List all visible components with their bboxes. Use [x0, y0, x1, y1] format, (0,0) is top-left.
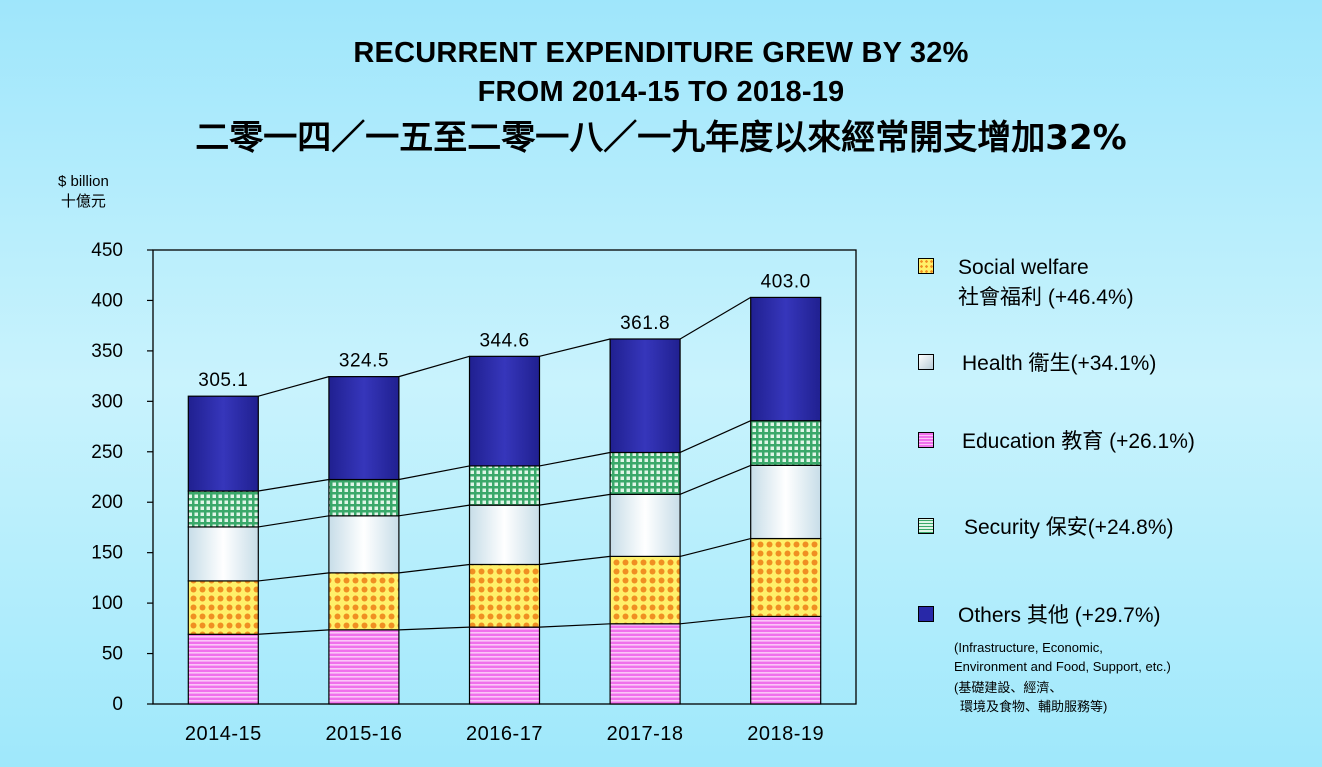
x-tick-label: 2018-19	[747, 723, 824, 745]
bar-segment-social	[750, 537, 822, 618]
series-connector-line	[398, 465, 470, 481]
y-axis-unit: $ billion 十億元	[58, 172, 109, 212]
series-connector-line	[679, 420, 751, 454]
series-connector-line	[258, 515, 329, 528]
legend-label-social-welfare-zh: 社會福利 (+46.4%)	[958, 286, 1134, 309]
series-connector-line	[398, 355, 470, 378]
bar-segment-education	[609, 623, 681, 705]
legend-swatch-others	[918, 606, 934, 622]
legend-swatch-social-welfare	[918, 258, 934, 274]
x-tick-label: 2017-18	[607, 723, 684, 745]
bar-segment-education	[468, 626, 541, 705]
series-connector-line	[398, 626, 470, 631]
bar-segment-social	[187, 580, 259, 635]
chart-title-block: RECURRENT EXPENDITURE GREW BY 32% FROM 2…	[0, 34, 1322, 160]
y-tick-label: 250	[91, 442, 123, 463]
chart-title-line-1: RECURRENT EXPENDITURE GREW BY 32%	[353, 37, 969, 69]
x-tick-label: 2015-16	[325, 723, 402, 745]
series-connector-line	[258, 478, 329, 492]
y-tick-label: 350	[91, 341, 123, 362]
bar-segment-health	[328, 515, 400, 574]
x-tick-label: 2016-17	[466, 723, 543, 745]
legend-swatch-security	[918, 518, 934, 534]
series-connector-line	[398, 563, 470, 574]
bar-total-label: 324.5	[339, 351, 389, 372]
series-connector-line	[258, 376, 330, 397]
y-axis-unit-zh: 十億元	[60, 193, 106, 210]
bar-segment-social	[609, 555, 681, 625]
legend-label-security: Security 保安(+24.8%)	[964, 516, 1174, 539]
y-tick-label: 0	[112, 694, 123, 715]
legend-label-social-welfare: Social welfare	[958, 256, 1089, 279]
bar-segment-education	[750, 615, 822, 705]
legend-label-education: Education 教育 (+26.1%)	[962, 430, 1195, 453]
series-connector-line	[539, 493, 611, 506]
chart-title-line-2: FROM 2014-15 TO 2018-19	[477, 76, 845, 108]
bar-segment-security	[609, 451, 681, 495]
series-connector-line	[258, 572, 329, 582]
series-connector-line	[680, 615, 751, 625]
y-tick-label: 400	[91, 290, 123, 311]
y-tick-label: 300	[91, 391, 123, 412]
bar-segment-security	[328, 478, 400, 517]
series-connector-line	[679, 296, 752, 340]
series-connector-line	[258, 629, 329, 635]
bar-segment-health	[468, 504, 541, 566]
y-tick-label: 50	[102, 644, 123, 665]
series-connector-line	[679, 537, 751, 557]
bars	[187, 296, 822, 705]
series-connector-line	[539, 451, 611, 467]
bar-segment-education	[328, 629, 400, 705]
bar-total-label: 305.1	[198, 370, 248, 391]
bar-segment-others	[328, 376, 400, 481]
legend-label-health: Health 衞生(+34.1%)	[962, 352, 1157, 375]
series-connector-line	[398, 504, 470, 517]
bar-segment-education	[187, 633, 259, 705]
legend-label-others: Others 其他 (+29.7%)	[958, 604, 1161, 627]
bar-total-label: 403.0	[761, 271, 811, 292]
bar-segment-health	[750, 464, 822, 540]
bar-segment-security	[468, 465, 541, 506]
y-tick-label: 100	[91, 593, 123, 614]
bar-segment-health	[609, 493, 681, 557]
bar-segment-security	[187, 490, 259, 528]
bar-segment-others	[187, 395, 259, 492]
labels: 0 50 100 150 200 250 300 350 400 450 2014-15 305.1 2…	[91, 240, 824, 745]
series-connector-line	[539, 338, 611, 357]
y-axis-unit-en: $ billion	[58, 173, 109, 190]
chart-title-chinese: 二零一四／一五至二零一八／一九年度以來經常開支增加32%	[195, 118, 1127, 158]
legend-note-others-4: 環境及食物、輔助服務等)	[960, 699, 1108, 714]
legend-swatch-education	[918, 432, 934, 448]
bar-total-label: 361.8	[620, 313, 670, 334]
bar-segment-security	[750, 420, 822, 466]
y-tick-label: 450	[91, 240, 123, 261]
bar-segment-social	[468, 563, 541, 628]
bar-segment-others	[750, 296, 822, 422]
bar-segment-others	[609, 338, 681, 454]
bar-total-label: 344.6	[479, 330, 529, 351]
series-connector-line	[679, 464, 751, 495]
bar-segment-health	[187, 526, 259, 582]
legend-note-others-2: Environment and Food, Support, etc.)	[954, 659, 1171, 674]
y-tick-label: 200	[91, 492, 123, 513]
legend-note-others-1: (Infrastructure, Economic,	[954, 640, 1103, 655]
series-connector-line	[539, 555, 611, 566]
series-connectors	[258, 296, 752, 635]
bar-segment-others	[468, 355, 541, 467]
x-tick-label: 2014-15	[185, 723, 262, 745]
legend-note-others-3: (基礎建設、經濟、	[954, 680, 1063, 695]
y-tick-label: 150	[91, 543, 123, 564]
bar-segment-social	[328, 572, 400, 631]
series-connector-line	[539, 623, 611, 628]
legend-swatch-health	[918, 354, 934, 370]
